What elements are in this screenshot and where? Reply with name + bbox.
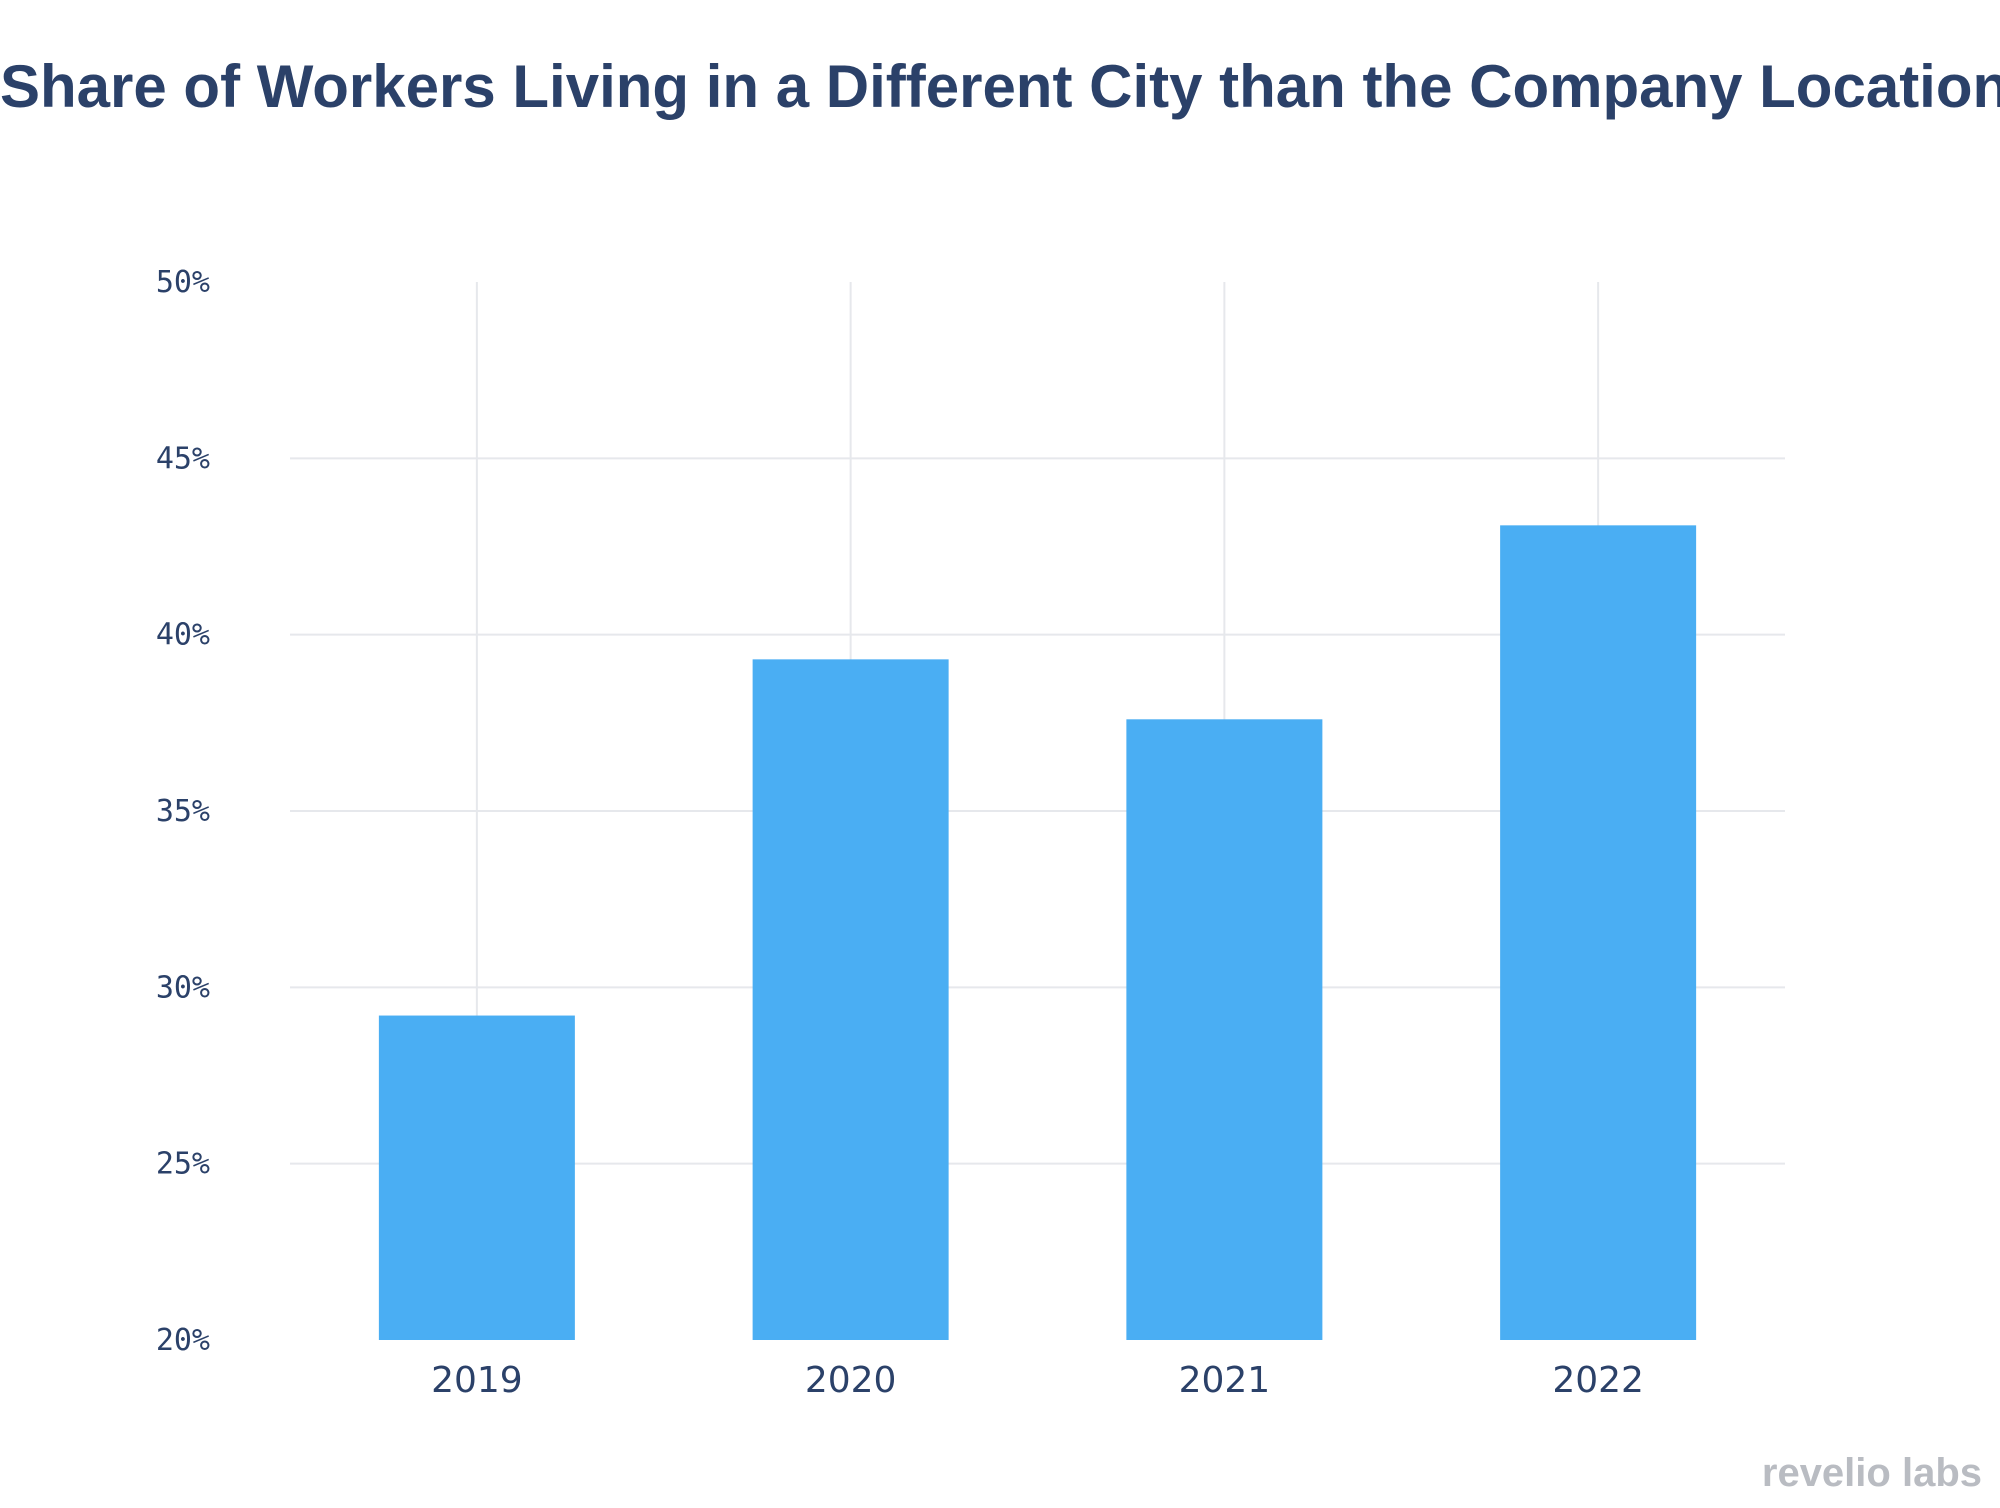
y-tick-label: 25% <box>156 1147 210 1182</box>
chart-title: Share of Workers Living in a Different C… <box>0 53 2000 120</box>
x-axis-ticks: 2019 2020 2021 2022 <box>431 1360 1644 1401</box>
y-axis-ticks: 20% 25% 30% 35% 40% 45% 50% <box>156 265 210 1358</box>
bars <box>378 525 1697 1340</box>
y-tick-label: 35% <box>156 794 210 829</box>
revelio-labs-logo: revelio labs <box>1762 1451 1982 1495</box>
x-tick-label: 2019 <box>431 1360 523 1401</box>
bar-2020 <box>752 659 949 1340</box>
bar-2021 <box>1126 719 1323 1340</box>
svg-text:revelio labs: revelio labs <box>1762 1451 1982 1495</box>
y-tick-label: 20% <box>156 1323 210 1358</box>
y-tick-label: 40% <box>156 618 210 653</box>
x-tick-label: 2022 <box>1552 1360 1644 1401</box>
bar-2019 <box>378 1015 575 1340</box>
y-tick-label: 30% <box>156 970 210 1005</box>
x-tick-label: 2021 <box>1179 1360 1271 1401</box>
y-tick-label: 45% <box>156 441 210 476</box>
bar-2022 <box>1500 525 1697 1340</box>
y-tick-label: 50% <box>156 265 210 300</box>
x-tick-label: 2020 <box>805 1360 897 1401</box>
